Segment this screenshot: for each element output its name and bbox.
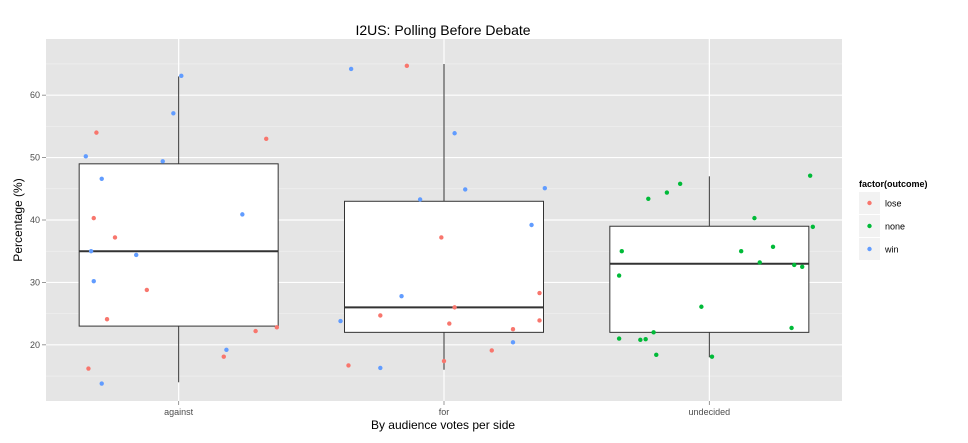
point-win xyxy=(99,176,104,182)
point-win xyxy=(88,249,94,254)
point-win xyxy=(510,340,516,345)
point-lose xyxy=(404,63,410,69)
point-none xyxy=(792,262,797,268)
point-lose xyxy=(91,215,96,221)
point-lose xyxy=(274,325,280,330)
point-lose xyxy=(104,317,110,322)
y-tick-label: 30 xyxy=(30,277,40,287)
box-for xyxy=(344,200,544,333)
legend-title: factor(outcome) xyxy=(859,179,928,189)
point-none xyxy=(664,190,670,195)
point-lose xyxy=(221,354,226,359)
point-win xyxy=(179,73,184,79)
point-win xyxy=(171,111,176,116)
point-win xyxy=(338,318,343,324)
point-lose xyxy=(144,287,150,293)
point-none xyxy=(616,273,622,278)
x-tick-label: for xyxy=(439,407,450,417)
point-none xyxy=(789,325,794,331)
y-axis-ticks: 20 30 40 50 60 xyxy=(30,90,46,350)
y-tick-label: 40 xyxy=(30,215,40,225)
point-none xyxy=(770,244,776,250)
point-win xyxy=(134,252,139,258)
x-tick-label: undecided xyxy=(689,407,731,417)
point-lose xyxy=(447,321,452,326)
point-lose xyxy=(94,130,99,135)
point-lose xyxy=(253,328,258,334)
legend-symbol-none xyxy=(867,223,872,229)
legend-label-lose: lose xyxy=(885,199,902,209)
point-win xyxy=(529,222,534,228)
point-lose xyxy=(537,318,542,323)
y-tick-label: 60 xyxy=(30,90,40,100)
point-lose xyxy=(86,366,91,371)
legend-label-win: win xyxy=(884,245,899,255)
point-none xyxy=(619,249,624,254)
point-none xyxy=(646,196,651,201)
legend-symbol-win xyxy=(867,246,872,252)
point-win xyxy=(91,278,96,284)
y-tick-label: 20 xyxy=(30,340,40,350)
point-lose xyxy=(378,313,383,318)
boxes-layer xyxy=(78,63,810,383)
points-layer xyxy=(83,63,816,386)
point-win xyxy=(224,347,229,353)
point-win xyxy=(83,154,89,159)
point-win xyxy=(378,365,383,371)
point-lose xyxy=(510,327,516,332)
y-tick-label: 50 xyxy=(30,153,40,163)
point-win xyxy=(399,293,404,299)
point-lose xyxy=(264,136,269,142)
legend: factor(outcome) lose none win xyxy=(859,179,928,260)
point-win xyxy=(463,187,468,192)
point-lose xyxy=(537,290,542,296)
point-none xyxy=(638,337,643,343)
point-lose xyxy=(346,363,351,368)
point-none xyxy=(643,337,648,342)
legend-symbol-lose xyxy=(867,200,872,206)
x-tick-label: against xyxy=(164,407,194,417)
point-none xyxy=(810,224,816,230)
point-none xyxy=(752,215,757,221)
point-lose xyxy=(489,348,494,353)
point-win xyxy=(160,159,165,164)
point-none xyxy=(738,249,744,254)
point-win xyxy=(348,66,354,72)
point-none xyxy=(699,304,704,309)
legend-entries: lose none win xyxy=(859,192,905,260)
point-none xyxy=(651,330,656,335)
point-none xyxy=(616,336,622,341)
y-axis-title: Percentage (%) xyxy=(11,178,25,261)
point-win xyxy=(542,185,548,191)
point-none xyxy=(807,173,813,178)
point-lose xyxy=(452,305,457,310)
point-none xyxy=(709,354,715,359)
point-none xyxy=(757,260,762,265)
box-against xyxy=(78,163,279,327)
legend-label-none: none xyxy=(885,222,905,232)
point-win xyxy=(452,131,457,136)
point-none xyxy=(800,264,805,270)
point-none xyxy=(677,181,683,186)
point-lose xyxy=(112,235,118,240)
point-win xyxy=(99,381,104,386)
point-lose xyxy=(441,358,447,364)
point-win xyxy=(240,212,245,217)
box-undecided xyxy=(609,225,810,333)
x-axis-ticks: against for undecided xyxy=(164,401,730,417)
point-none xyxy=(654,352,659,358)
chart-title: I2US: Polling Before Debate xyxy=(355,22,530,38)
x-axis-title: By audience votes per side xyxy=(371,418,515,432)
point-lose xyxy=(439,235,444,240)
point-win xyxy=(417,197,423,202)
